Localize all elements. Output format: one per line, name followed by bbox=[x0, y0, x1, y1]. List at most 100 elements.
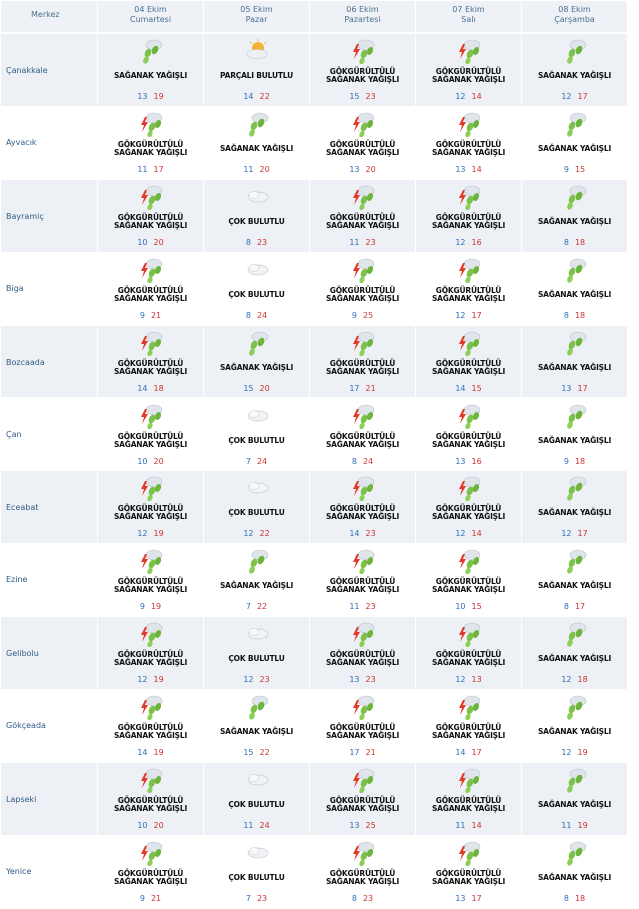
min-temp: 14 bbox=[137, 383, 148, 393]
forecast-cell: SAĞANAK YAĞIŞLI 7 22 bbox=[204, 544, 309, 616]
thunder-rain-icon bbox=[348, 184, 378, 211]
cloudy-icon bbox=[242, 403, 272, 429]
header-weekday: Pazartesi bbox=[344, 15, 381, 24]
description-line: SAĞANAK YAĞIŞLI bbox=[431, 585, 506, 595]
thunder-rain-icon bbox=[136, 184, 166, 211]
min-temp: 11 bbox=[243, 821, 254, 830]
min-temp: 7 bbox=[245, 893, 251, 903]
max-temp: 16 bbox=[471, 456, 482, 466]
max-temp: 23 bbox=[362, 893, 374, 903]
forecast-cell: SAĞANAK YAĞIŞLI 12 17 bbox=[522, 34, 627, 106]
max-temp: 21 bbox=[365, 748, 376, 758]
min-temp: 8 bbox=[563, 602, 569, 612]
table-row: Yenice GÖKGÜRÜLTÜLÜ SAĞANAK YAĞIŞLI 9 21 ÇOK … bbox=[0, 836, 631, 908]
temperature-range: 13 25 bbox=[310, 821, 415, 830]
city-name[interactable]: Bayramiç bbox=[6, 211, 44, 221]
min-temp: 8 bbox=[245, 237, 251, 247]
header-date: 04 Ekim bbox=[134, 5, 167, 14]
max-temp: 24 bbox=[259, 821, 270, 830]
max-temp: 23 bbox=[365, 529, 376, 539]
temperature-range: 12 13 bbox=[416, 675, 521, 684]
table-row: Bayramiç GÖKGÜRÜLTÜLÜ SAĞANAK YAĞIŞLI 10 20 Ç… bbox=[0, 179, 631, 252]
description-line: SAĞANAK YAĞIŞLI bbox=[537, 362, 612, 372]
temperature-range: 13 19 bbox=[98, 92, 203, 101]
description-line: SAĞANAK YAĞIŞLI bbox=[325, 512, 400, 522]
temperature-range: 14 15 bbox=[416, 384, 521, 393]
weather-description: SAĞANAK YAĞIŞLI bbox=[204, 728, 309, 736]
temperature-range: 17 21 bbox=[310, 748, 415, 757]
forecast-cell: GÖKGÜRÜLTÜLÜ SAĞANAK YAĞIŞLI 14 18 bbox=[98, 326, 203, 398]
weather-description: SAĞANAK YAĞIŞLI bbox=[522, 290, 627, 299]
description-line: SAĞANAK YAĞIŞLI bbox=[325, 585, 400, 595]
cloudy-icon bbox=[242, 767, 272, 793]
city-name[interactable]: Gökçeada bbox=[6, 721, 46, 731]
city-name[interactable]: Yenice bbox=[6, 866, 32, 876]
forecast-cell: SAĞANAK YAĞIŞLI 11 20 bbox=[204, 107, 309, 179]
temperature-range: 11 23 bbox=[310, 238, 415, 247]
description-line: GÖKGÜRÜLTÜLÜ bbox=[435, 504, 502, 514]
weather-description: GÖKGÜRÜLTÜLÜ SAĞANAK YAĞIŞLI bbox=[98, 359, 203, 376]
weather-description: GÖKGÜRÜLTÜLÜ SAĞANAK YAĞIŞLI bbox=[98, 869, 203, 886]
thunder-rain-icon bbox=[348, 330, 378, 356]
city-name[interactable]: Lapseki bbox=[6, 795, 37, 804]
min-temp: 9 bbox=[563, 164, 569, 174]
min-temp: 17 bbox=[349, 748, 360, 758]
max-temp: 19 bbox=[577, 821, 588, 830]
min-temp: 14 bbox=[455, 748, 466, 758]
max-temp: 15 bbox=[574, 164, 586, 174]
forecast-cell: GÖKGÜRÜLTÜLÜ SAĞANAK YAĞIŞLI 12 13 bbox=[416, 617, 521, 689]
rain-showers-icon bbox=[560, 621, 590, 647]
max-temp: 18 bbox=[574, 237, 586, 247]
forecast-cell: GÖKGÜRÜLTÜLÜ SAĞANAK YAĞIŞLI 13 16 bbox=[416, 399, 521, 471]
rain-showers-icon bbox=[560, 184, 590, 210]
min-temp: 13 bbox=[455, 456, 466, 466]
temperature-range: 8 18 bbox=[522, 311, 627, 320]
max-temp: 18 bbox=[574, 456, 586, 466]
min-temp: 12 bbox=[243, 675, 254, 685]
min-temp: 9 bbox=[139, 893, 145, 903]
city-name[interactable]: Çanakkale bbox=[6, 66, 48, 75]
thunder-rain-icon bbox=[136, 475, 166, 502]
description-line: SAĞANAK YAĞIŞLI bbox=[219, 362, 294, 372]
temperature-range: 7 22 bbox=[204, 602, 309, 611]
description-line: SAĞANAK YAĞIŞLI bbox=[325, 876, 400, 886]
weather-description: GÖKGÜRÜLTÜLÜ SAĞANAK YAĞIŞLI bbox=[416, 213, 521, 230]
city-name[interactable]: Eceabat bbox=[6, 503, 39, 513]
weather-description: SAĞANAK YAĞIŞLI bbox=[522, 217, 627, 226]
description-line: ÇOK BULUTLU bbox=[228, 435, 285, 445]
forecast-cell: GÖKGÜRÜLTÜLÜ SAĞANAK YAĞIŞLI 10 20 bbox=[98, 399, 203, 471]
description-line: GÖKGÜRÜLTÜLÜ bbox=[117, 285, 184, 295]
forecast-cell: ÇOK BULUTLU 7 24 bbox=[204, 399, 309, 471]
city-name[interactable]: Ayvacık bbox=[6, 137, 37, 147]
max-temp: 22 bbox=[259, 92, 270, 101]
rain-showers-icon bbox=[242, 111, 272, 137]
city-name[interactable]: Biga bbox=[6, 283, 24, 293]
min-temp: 11 bbox=[455, 821, 466, 830]
description-line: GÖKGÜRÜLTÜLÜ bbox=[329, 577, 396, 587]
forecast-cell: GÖKGÜRÜLTÜLÜ SAĞANAK YAĞIŞLI 14 19 bbox=[98, 690, 203, 762]
weather-description: GÖKGÜRÜLTÜLÜ SAĞANAK YAĞIŞLI bbox=[310, 432, 415, 449]
description-line: PARÇALI BULUTLU bbox=[219, 71, 293, 80]
city-name[interactable]: Çan bbox=[6, 429, 22, 439]
max-temp: 23 bbox=[256, 237, 268, 247]
forecast-cell: SAĞANAK YAĞIŞLI 9 15 bbox=[522, 107, 627, 179]
temperature-range: 15 23 bbox=[310, 92, 415, 101]
temperature-range: 13 20 bbox=[310, 165, 415, 174]
min-temp: 9 bbox=[139, 602, 145, 612]
description-line: GÖKGÜRÜLTÜLÜ bbox=[435, 358, 502, 368]
min-temp: 8 bbox=[563, 310, 569, 320]
max-temp: 24 bbox=[362, 456, 374, 466]
description-line: SAĞANAK YAĞIŞLI bbox=[537, 581, 612, 591]
city-name[interactable]: Ezine bbox=[6, 575, 28, 585]
description-line: GÖKGÜRÜLTÜLÜ bbox=[435, 796, 502, 805]
thunder-rain-icon bbox=[136, 621, 166, 648]
forecast-cell: GÖKGÜRÜLTÜLÜ SAĞANAK YAĞIŞLI 8 23 bbox=[310, 836, 415, 908]
description-line: GÖKGÜRÜLTÜLÜ bbox=[117, 723, 184, 733]
thunder-rain-icon bbox=[136, 548, 166, 575]
city-name[interactable]: Gelibolu bbox=[6, 649, 39, 659]
weather-description: SAĞANAK YAĞIŞLI bbox=[98, 72, 203, 80]
temperature-range: 12 14 bbox=[416, 529, 521, 538]
temperature-range: 8 17 bbox=[522, 602, 627, 611]
city-name[interactable]: Bozcaada bbox=[6, 357, 45, 367]
description-line: ÇOK BULUTLU bbox=[228, 289, 285, 299]
